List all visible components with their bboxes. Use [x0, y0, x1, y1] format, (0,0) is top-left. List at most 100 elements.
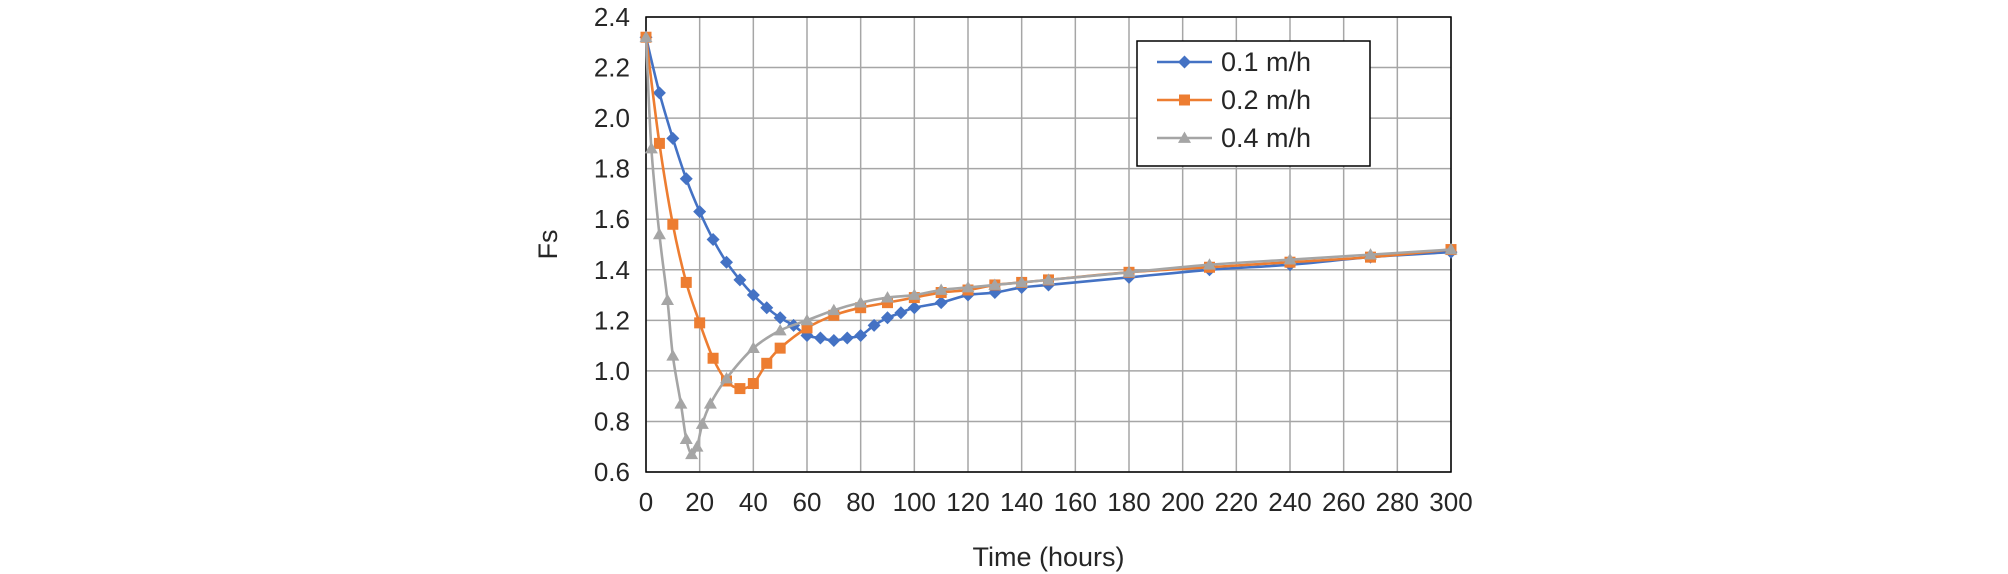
legend-label: 0.1 m/h: [1221, 47, 1311, 77]
data-point: [881, 311, 894, 325]
data-point: [882, 297, 893, 309]
data-point: [679, 432, 693, 445]
x-tick-label: 200: [1161, 487, 1204, 517]
data-point: [774, 342, 786, 354]
data-point: [685, 447, 699, 460]
data-point: [867, 318, 881, 332]
data-point: [694, 317, 706, 329]
data-point: [801, 322, 813, 334]
data-point: [934, 296, 948, 310]
legend-marker: [1178, 55, 1191, 69]
x-tick-label: 100: [893, 487, 936, 517]
data-point: [840, 331, 854, 345]
data-point: [1203, 258, 1216, 270]
y-tick-label: 2.4: [594, 2, 630, 32]
data-point: [644, 141, 658, 154]
data-point: [761, 357, 773, 369]
y-tick-label: 1.4: [594, 255, 630, 285]
data-point: [828, 309, 840, 321]
data-point: [666, 131, 680, 145]
x-tick-label: 180: [1107, 487, 1150, 517]
data-point: [639, 30, 653, 43]
data-point: [827, 303, 841, 316]
data-point: [747, 378, 759, 390]
y-tick-label: 2.0: [594, 103, 630, 133]
x-tick-label: 280: [1376, 487, 1419, 517]
x-tick-label: 40: [739, 487, 768, 517]
data-point: [827, 334, 841, 348]
data-point: [720, 255, 733, 269]
data-point: [881, 291, 894, 303]
data-point: [733, 273, 747, 287]
series-0-4-m-h: [639, 30, 1458, 460]
legend-entry: 0.2 m/h: [1157, 85, 1311, 115]
x-axis-title: Time (hours): [972, 542, 1124, 572]
x-tick-label: 80: [846, 487, 875, 517]
data-point: [907, 288, 921, 300]
data-point: [934, 283, 948, 295]
x-tick-label: 240: [1268, 487, 1311, 517]
data-point: [773, 323, 787, 336]
data-point: [674, 397, 688, 409]
data-point: [707, 352, 719, 364]
legend-marker: [1178, 131, 1191, 143]
y-tick-label: 1.8: [594, 154, 630, 184]
data-point: [652, 227, 666, 240]
data-point: [894, 306, 908, 320]
data-point: [690, 440, 704, 452]
x-tick-label: 160: [1054, 487, 1097, 517]
data-point: [652, 86, 666, 100]
data-point: [1283, 253, 1297, 265]
x-axis-ticks: 0 20 40 60 80 100 120 140 160 180 200 220 240 260 280 3…: [639, 487, 1473, 517]
data-point: [660, 293, 674, 305]
data-point: [746, 288, 760, 302]
data-point: [695, 417, 709, 429]
data-point: [854, 329, 868, 342]
x-tick-label: 220: [1215, 487, 1258, 517]
data-point: [773, 311, 787, 325]
data-point: [680, 276, 692, 288]
x-tick-label: 60: [793, 487, 822, 517]
data-point: [734, 383, 746, 395]
x-tick-label: 0: [639, 487, 653, 517]
y-tick-label: 1.6: [594, 204, 630, 234]
data-point: [746, 341, 760, 354]
data-point: [706, 232, 720, 246]
gridlines: [645, 16, 1452, 473]
data-point: [1015, 275, 1029, 288]
data-point: [1364, 248, 1377, 260]
x-tick-label: 300: [1429, 487, 1472, 517]
series-layer: [639, 30, 1458, 460]
data-point: [720, 371, 733, 384]
data-point: [907, 301, 921, 315]
legend-label: 0.4 m/h: [1221, 123, 1311, 153]
legend-entry: 0.4 m/h: [1157, 123, 1311, 153]
data-point: [653, 137, 665, 149]
data-point: [679, 172, 693, 186]
y-tick-label: 1.0: [594, 356, 630, 386]
y-tick-label: 0.6: [594, 457, 630, 487]
data-point: [760, 301, 774, 315]
y-axis-title: Fs: [533, 230, 563, 260]
data-point: [813, 331, 827, 345]
data-point: [666, 349, 680, 361]
data-point: [693, 205, 707, 219]
data-point: [988, 278, 1002, 290]
y-tick-label: 0.8: [594, 406, 630, 436]
x-tick-label: 140: [1000, 487, 1043, 517]
legend-label: 0.2 m/h: [1221, 85, 1311, 115]
legend-entry: 0.1 m/h: [1157, 47, 1311, 77]
data-point: [1444, 243, 1458, 255]
data-point: [961, 280, 975, 293]
data-point: [855, 302, 867, 314]
data-point: [800, 313, 814, 326]
data-point: [667, 218, 679, 230]
x-tick-label: 20: [685, 487, 714, 517]
x-tick-label: 120: [946, 487, 989, 517]
data-point: [1122, 265, 1136, 278]
y-tick-label: 2.2: [594, 53, 630, 83]
y-tick-label: 1.2: [594, 305, 630, 335]
legend-marker: [1179, 94, 1190, 106]
legend: 0.1 m/h 0.2 m/h 0.4 m/h: [1136, 40, 1371, 167]
